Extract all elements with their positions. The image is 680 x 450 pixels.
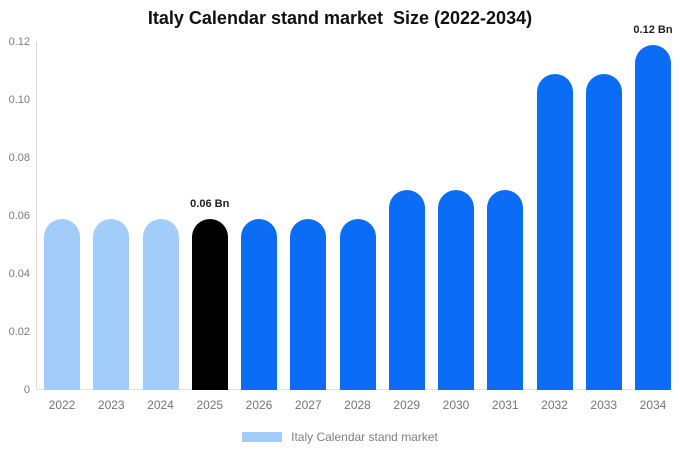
x-axis-tick-label: 2031 — [491, 398, 519, 412]
bar[interactable] — [585, 73, 622, 390]
x-axis-tick-label: 2023 — [97, 398, 125, 412]
x-axis-tick-label: 2027 — [294, 398, 322, 412]
x-axis-tick-label: 2028 — [344, 398, 371, 412]
bar[interactable] — [438, 189, 474, 390]
bar[interactable] — [44, 218, 80, 390]
x-axis-tick-label: 2025 — [196, 398, 224, 412]
bar[interactable] — [536, 73, 573, 390]
x-axis-tick-label: 2032 — [541, 398, 568, 412]
y-axis-tick-label: 0.02 — [8, 326, 30, 338]
y-axis-tick-label: 0.08 — [8, 152, 30, 164]
legend-label: Italy Calendar stand market — [291, 430, 438, 444]
bar[interactable] — [388, 189, 425, 390]
bar[interactable] — [93, 218, 130, 390]
x-axis-tick-label: 2034 — [639, 398, 667, 412]
bar[interactable] — [290, 218, 327, 390]
bar-value-label: 0.06 Bn — [190, 197, 230, 210]
x-axis-tick-label: 2024 — [147, 398, 174, 412]
bar[interactable] — [241, 218, 277, 390]
y-axis-tick-label: 0 — [23, 384, 30, 396]
legend-item[interactable]: Italy Calendar stand market — [242, 430, 438, 444]
y-axis-tick-label: 0.12 — [8, 36, 30, 48]
bar[interactable] — [635, 44, 671, 390]
bar-value-label: 0.12 Bn — [633, 23, 673, 36]
x-axis-tick-label: 2029 — [393, 398, 421, 412]
x-axis-tick-label: 2030 — [442, 398, 470, 412]
legend-swatch — [242, 432, 283, 442]
y-axis-tick-label: 0.06 — [8, 210, 30, 222]
bar[interactable] — [487, 189, 524, 390]
bar[interactable] — [191, 218, 228, 390]
x-axis-tick-label: 2022 — [48, 398, 76, 412]
x-axis-tick-label: 2026 — [245, 398, 273, 412]
bar[interactable] — [142, 218, 179, 390]
legend: Italy Calendar stand market — [0, 430, 680, 444]
y-axis-tick-label: 0.10 — [8, 94, 30, 106]
x-axis-tick-label: 2033 — [590, 398, 618, 412]
y-axis-tick-label: 0.04 — [8, 268, 30, 280]
bar[interactable] — [339, 218, 376, 390]
chart-title: Italy Calendar stand market Size (2022-2… — [147, 8, 533, 28]
y-axis-line — [36, 42, 37, 390]
